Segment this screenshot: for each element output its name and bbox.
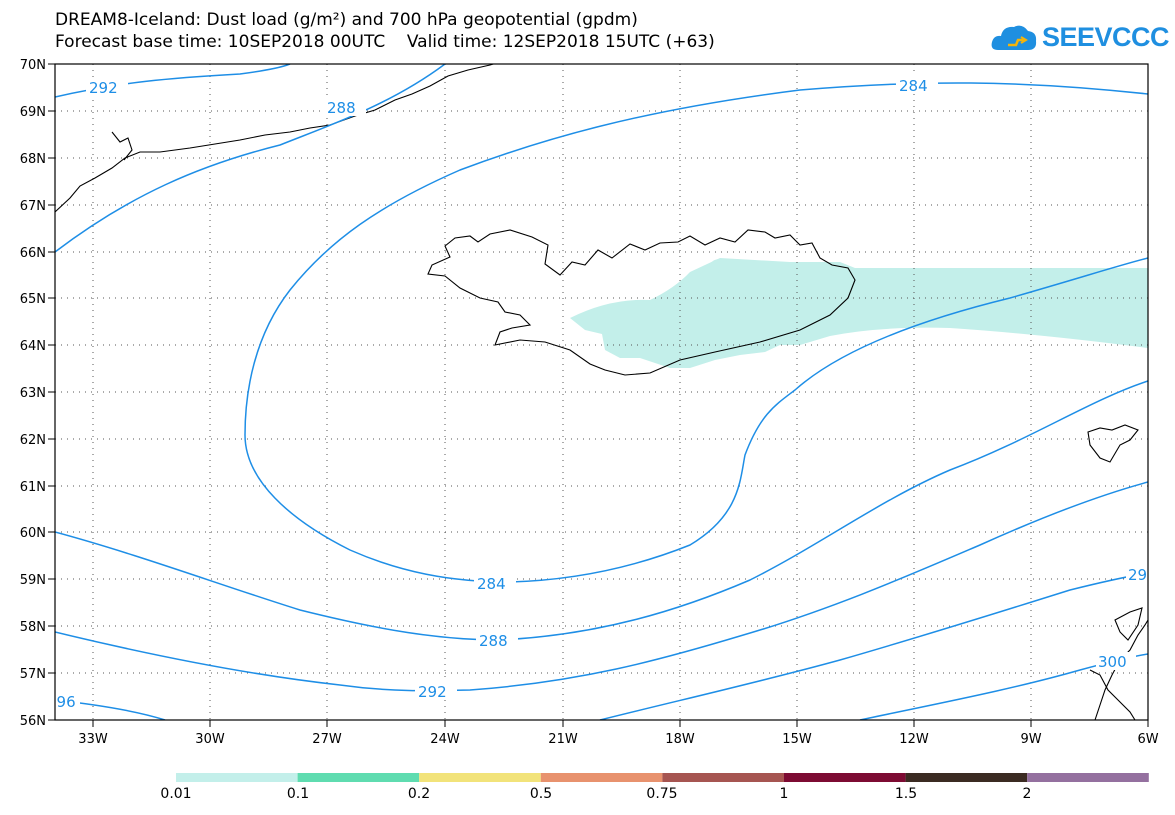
lat-label: 61N xyxy=(20,480,46,495)
colorbar-segment xyxy=(1027,773,1149,782)
lat-label: 65N xyxy=(20,292,46,307)
contour-284 xyxy=(244,82,1148,583)
greenland-coast xyxy=(55,64,496,213)
colorbar-label: 1.5 xyxy=(894,786,918,802)
lat-label: 57N xyxy=(20,667,46,682)
lon-label: 27W xyxy=(312,732,342,747)
colorbar-label: 0.5 xyxy=(529,786,553,802)
contour-296-east xyxy=(599,572,1148,720)
lon-label: 30W xyxy=(195,732,225,747)
lat-label: 63N xyxy=(20,386,46,401)
cloud-icon xyxy=(991,25,1037,50)
contour-288-south xyxy=(55,380,1148,641)
lat-label: 66N xyxy=(20,246,46,261)
contour-label: 292 xyxy=(1128,566,1157,584)
colorbar-segment xyxy=(784,773,906,782)
coastlines xyxy=(55,64,1148,720)
map-title: DREAM8-Iceland: Dust load (g/m²) and 700… xyxy=(55,10,638,30)
colorbar-segment xyxy=(662,773,784,782)
faroe-islands xyxy=(1087,424,1139,463)
lon-label: 21W xyxy=(548,732,578,747)
lat-label: 64N xyxy=(20,339,46,354)
lat-label: 70N xyxy=(20,58,46,73)
colorbar-label: 0.01 xyxy=(160,786,192,802)
colorbar-label: 2 xyxy=(1022,786,1032,802)
greenland-east-fjords xyxy=(111,131,133,161)
colorbar-label: 1 xyxy=(779,786,789,802)
lat-label: 67N xyxy=(20,199,46,214)
geopotential-contours xyxy=(55,64,1148,720)
latitude-labels: 70N 69N 68N 67N 66N 65N 64N 63N 62N 61N … xyxy=(20,58,46,729)
contour-labels: 292 288 284 284 288 292 296 292 300 xyxy=(47,76,1157,711)
colorbar-label: 0.1 xyxy=(286,786,310,802)
lon-label: 18W xyxy=(665,732,695,747)
dust-load-area xyxy=(570,258,1148,368)
contour-label: 292 xyxy=(89,79,118,97)
contour-288-north xyxy=(55,64,446,253)
lat-label: 62N xyxy=(20,433,46,448)
map-subtitle: Forecast base time: 10SEP2018 00UTC Vali… xyxy=(55,32,715,52)
colorbar-segment xyxy=(905,773,1028,782)
lat-label: 58N xyxy=(20,620,46,635)
shetland-islands xyxy=(1114,607,1143,641)
colorbar-segment xyxy=(540,773,663,782)
lon-label: 6W xyxy=(1137,732,1158,747)
colorbar-segment xyxy=(419,773,541,782)
lon-label: 15W xyxy=(782,732,812,747)
contour-label: 284 xyxy=(477,575,506,593)
contour-label: 288 xyxy=(479,632,508,650)
colorbar-segment xyxy=(297,773,420,782)
colorbar-label: 0.75 xyxy=(646,786,678,802)
contour-label: 292 xyxy=(418,683,447,701)
lat-label: 60N xyxy=(20,526,46,541)
scotland-islands xyxy=(1089,669,1136,720)
graticule xyxy=(55,64,1148,720)
axis-ticks xyxy=(48,63,1149,727)
colorbar-label: 0.2 xyxy=(407,786,431,802)
contour-292-south xyxy=(55,481,1148,692)
lon-label: 33W xyxy=(78,732,108,747)
contour-label: 288 xyxy=(327,99,356,117)
contour-label: 284 xyxy=(899,77,928,95)
lon-label: 24W xyxy=(430,732,460,747)
lon-label: 9W xyxy=(1020,732,1041,747)
lon-label: 12W xyxy=(899,732,929,747)
contour-label: 296 xyxy=(47,693,76,711)
lat-label: 59N xyxy=(20,573,46,588)
lat-label: 69N xyxy=(20,105,46,120)
iceland-coast xyxy=(427,229,856,376)
logo-text: SEEVCCC xyxy=(1042,22,1170,52)
contour-label: 300 xyxy=(1098,653,1127,671)
colorbar-segment xyxy=(176,773,298,782)
lat-label: 56N xyxy=(20,714,46,729)
seevccc-logo: SEEVCCC xyxy=(990,18,1170,56)
lat-label: 68N xyxy=(20,152,46,167)
colorbar xyxy=(176,773,1149,782)
longitude-labels: 33W 30W 27W 24W 21W 18W 15W 12W 9W 6W xyxy=(78,732,1158,747)
